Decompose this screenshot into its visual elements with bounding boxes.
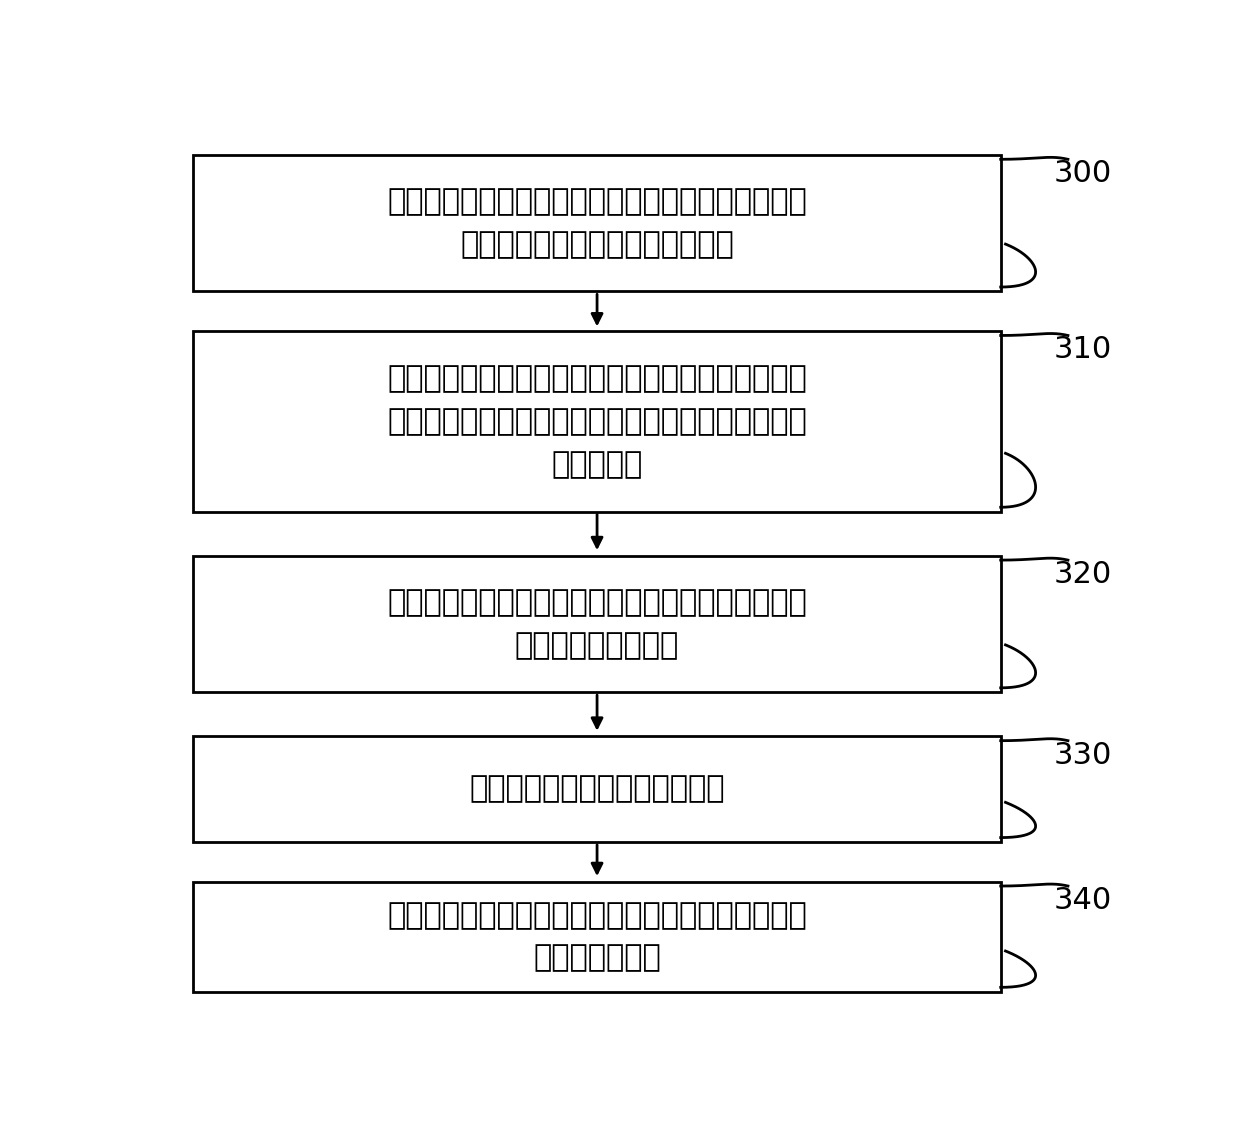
Text: 330: 330: [1053, 740, 1111, 770]
Text: 在所述电子设备壳体的外表面加工，得到与所述嵌入
式部件外表面形状匹配的第一凹槽: 在所述电子设备壳体的外表面加工，得到与所述嵌入 式部件外表面形状匹配的第一凹槽: [387, 188, 807, 259]
Text: 在所述电子设备壳体的内表面加工，得到与所述第一
凹槽贯通的第二凹槽: 在所述电子设备壳体的内表面加工，得到与所述第一 凹槽贯通的第二凹槽: [387, 588, 807, 660]
Text: 300: 300: [1053, 159, 1111, 189]
Text: 310: 310: [1053, 335, 1111, 365]
Text: 320: 320: [1053, 561, 1111, 589]
Text: 将所述嵌入式部件装配在所述第一凹槽和第二凹槽形
成的槽位空间内: 将所述嵌入式部件装配在所述第一凹槽和第二凹槽形 成的槽位空间内: [387, 900, 807, 972]
Text: 去除所述第一凹槽内的粘接物质: 去除所述第一凹槽内的粘接物质: [469, 774, 725, 803]
FancyBboxPatch shape: [193, 737, 1001, 842]
FancyBboxPatch shape: [193, 882, 1001, 992]
Text: 340: 340: [1053, 885, 1111, 915]
Text: 通过在所述第一凹槽内注入粘接物质，将所述第一凹
槽内部的电子设备壳体固定在所述第一凹槽外围的电
子设备壳体: 通过在所述第一凹槽内注入粘接物质，将所述第一凹 槽内部的电子设备壳体固定在所述第…: [387, 364, 807, 478]
FancyBboxPatch shape: [193, 331, 1001, 511]
FancyBboxPatch shape: [193, 154, 1001, 292]
FancyBboxPatch shape: [193, 556, 1001, 692]
